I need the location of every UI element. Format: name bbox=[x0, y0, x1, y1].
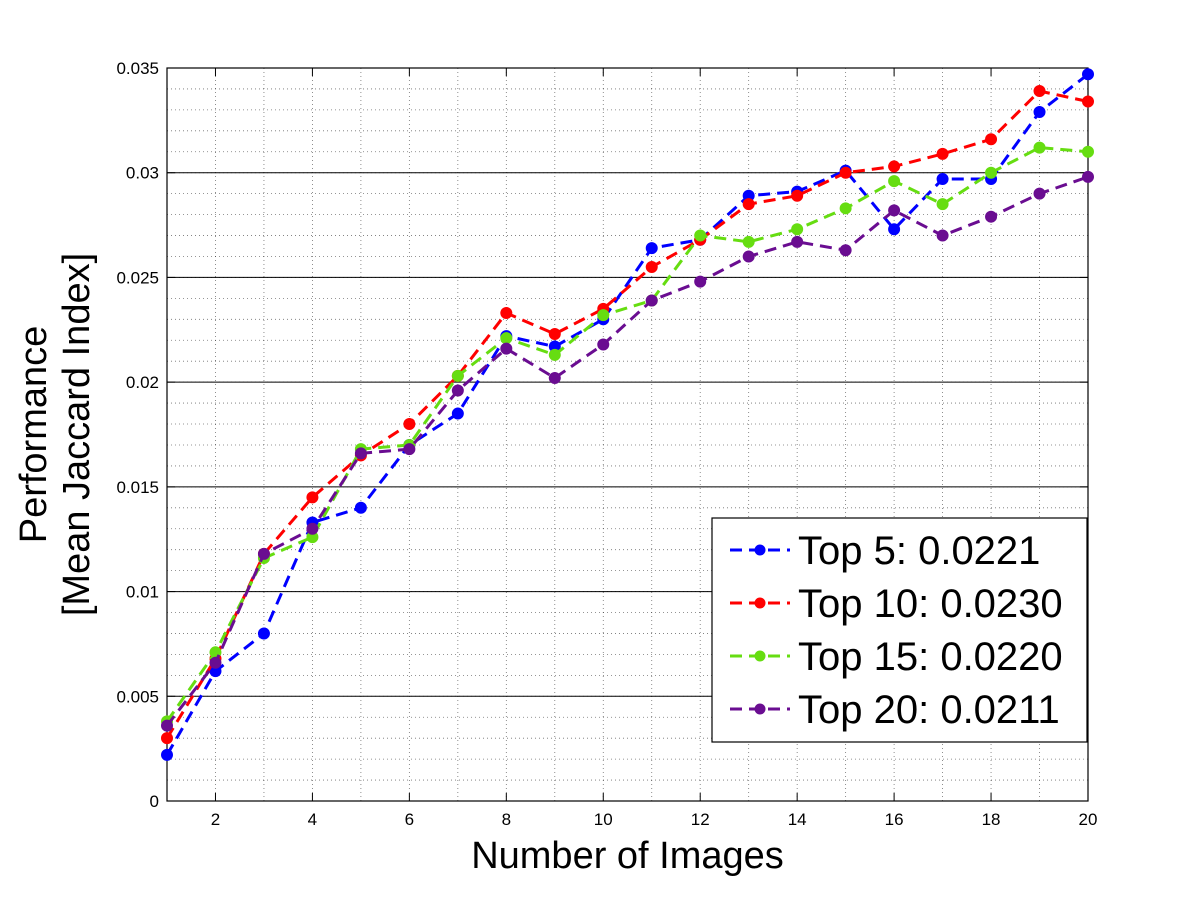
series-4-point bbox=[791, 235, 804, 248]
series-2-point bbox=[742, 198, 755, 211]
series-1-point bbox=[451, 407, 464, 420]
series-2-point bbox=[936, 147, 949, 160]
series-line-2 bbox=[165, 89, 1089, 739]
series-4-point bbox=[209, 656, 222, 669]
legend-label: Top 5: 0.0221 bbox=[798, 529, 1040, 573]
series-4-point bbox=[936, 229, 949, 242]
x-tick-label: 20 bbox=[1079, 810, 1098, 829]
series-4-point bbox=[500, 342, 513, 355]
legend-swatch-marker bbox=[754, 650, 766, 662]
series-3-point bbox=[451, 369, 464, 382]
axes-box bbox=[166, 67, 1089, 802]
legend-swatch-marker bbox=[754, 703, 766, 715]
series-3-point bbox=[742, 235, 755, 248]
y-tick-label: 0.025 bbox=[116, 268, 159, 287]
y-tick-label: 0.01 bbox=[126, 583, 159, 602]
series-2-point bbox=[548, 327, 561, 340]
series-line-3 bbox=[165, 146, 1089, 723]
series-4-point bbox=[839, 244, 852, 257]
series-2-point bbox=[306, 491, 319, 504]
series-2-point bbox=[645, 260, 658, 273]
axis-titles: Number of Images Performance [Mean Jacca… bbox=[13, 253, 784, 877]
series-4-point bbox=[548, 371, 561, 384]
series-lines bbox=[161, 68, 1094, 761]
y-tick-label: 0 bbox=[150, 792, 159, 811]
x-tick-label: 8 bbox=[502, 810, 511, 829]
series-4-point bbox=[1033, 187, 1046, 200]
series-2-point bbox=[985, 133, 998, 146]
series-2-point bbox=[500, 307, 513, 320]
series-4-point bbox=[1082, 170, 1094, 183]
series-2-point bbox=[161, 732, 173, 745]
grid-lines bbox=[166, 67, 1089, 802]
x-tick-label: 4 bbox=[308, 810, 317, 829]
series-4-point bbox=[985, 210, 998, 223]
series-3-point bbox=[500, 332, 513, 345]
series-4-point bbox=[742, 250, 755, 263]
series-1-point bbox=[645, 242, 658, 255]
y-tick-label: 0.015 bbox=[116, 478, 159, 497]
series-line-1 bbox=[165, 73, 1089, 756]
series-3-point bbox=[985, 166, 998, 179]
series-1-point bbox=[888, 223, 901, 236]
series-4-point bbox=[645, 294, 658, 307]
series-2-point bbox=[1082, 95, 1094, 108]
series-4-point bbox=[257, 547, 270, 560]
series-4-point bbox=[451, 384, 464, 397]
legend-swatch-marker bbox=[754, 597, 766, 609]
x-tick-label: 2 bbox=[211, 810, 220, 829]
series-3-point bbox=[694, 229, 707, 242]
y-tick-label: 0.035 bbox=[116, 59, 159, 78]
legend: Top 5: 0.0221 Top 10: 0.0230 Top 15: 0.022… bbox=[711, 517, 1088, 743]
series-4-point bbox=[888, 204, 901, 217]
y-tick-label: 0.005 bbox=[116, 687, 159, 706]
y-axis-title-line-1: Performance bbox=[13, 326, 55, 544]
series-1-point bbox=[1033, 105, 1046, 118]
y-tick-label: 0.02 bbox=[126, 373, 159, 392]
legend-swatch-marker bbox=[754, 544, 766, 556]
legend-box bbox=[711, 517, 1088, 743]
series-3-point bbox=[1033, 141, 1046, 154]
legend-label: Top 20: 0.0211 bbox=[798, 688, 1060, 732]
legend-label: Top 10: 0.0230 bbox=[798, 582, 1063, 626]
series-3-point bbox=[597, 309, 610, 322]
x-tick-label: 12 bbox=[691, 810, 710, 829]
y-tick-label: 0.03 bbox=[126, 164, 159, 183]
series-3-point bbox=[1082, 145, 1094, 158]
series-4-point bbox=[306, 522, 319, 535]
series-2-point bbox=[403, 418, 416, 431]
series-4-point bbox=[403, 443, 416, 456]
series-4-point bbox=[694, 275, 707, 288]
series-1-point bbox=[936, 172, 949, 185]
series-1-point bbox=[1082, 68, 1094, 81]
series-1-point bbox=[257, 627, 270, 640]
y-axis-title-line-2: [Mean Jaccard Index] bbox=[56, 253, 98, 616]
series-4-point bbox=[597, 338, 610, 351]
tick-labels: 2 4 6 8 10 12 14 16 18 20 0 0.005 0.01 0.015 0.02 0.025… bbox=[116, 59, 1097, 829]
series-4-point bbox=[354, 447, 367, 460]
series-4-point bbox=[161, 719, 173, 732]
x-axis-title: Number of Images bbox=[471, 835, 784, 877]
x-tick-label: 14 bbox=[788, 810, 807, 829]
x-tick-label: 10 bbox=[594, 810, 613, 829]
x-tick-label: 6 bbox=[405, 810, 414, 829]
series-3-point bbox=[839, 202, 852, 215]
legend-label: Top 15: 0.0220 bbox=[798, 635, 1063, 679]
series-1-point bbox=[161, 748, 173, 761]
series-2-point bbox=[839, 166, 852, 179]
series-3-point bbox=[936, 198, 949, 211]
series-3-point bbox=[888, 175, 901, 188]
series-2-point bbox=[888, 160, 901, 173]
series-line-4 bbox=[165, 175, 1089, 727]
x-tick-label: 18 bbox=[982, 810, 1001, 829]
series-2-point bbox=[1033, 85, 1046, 98]
series-3-point bbox=[548, 348, 561, 361]
series-1-point bbox=[354, 501, 367, 514]
y-axis-title: Performance [Mean Jaccard Index] bbox=[13, 253, 98, 616]
series-2-point bbox=[791, 189, 804, 202]
series-3-point bbox=[791, 223, 804, 236]
x-tick-label: 16 bbox=[885, 810, 904, 829]
